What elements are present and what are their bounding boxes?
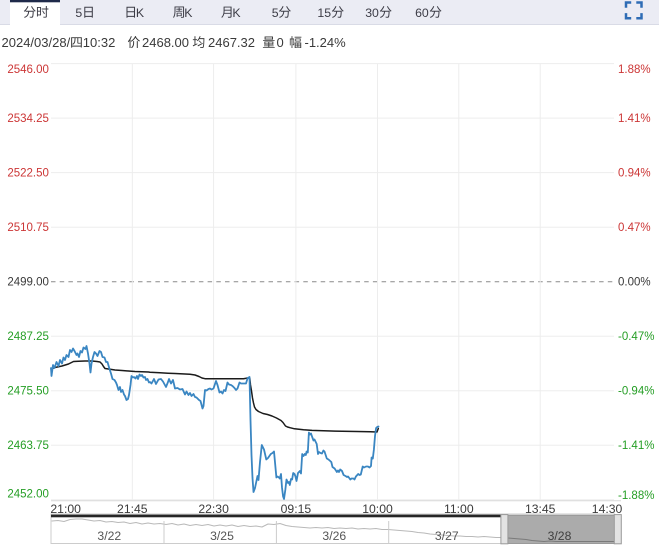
svg-text:2452.00: 2452.00 (7, 488, 49, 500)
svg-text:2463.75: 2463.75 (7, 440, 49, 452)
svg-text:5: 5 (75, 6, 82, 20)
svg-text:2546.00: 2546.00 (7, 64, 49, 76)
svg-text:2534.25: 2534.25 (7, 113, 49, 125)
svg-text:5: 5 (272, 6, 279, 20)
svg-text:3/26: 3/26 (322, 529, 346, 543)
svg-text:30: 30 (365, 6, 379, 20)
svg-text:1.41%: 1.41% (618, 113, 651, 125)
svg-text:2024/03/28/: 2024/03/28/ (2, 35, 71, 50)
svg-text:1.88%: 1.88% (618, 64, 651, 76)
svg-text:0.00%: 0.00% (618, 277, 651, 289)
svg-text:22:30: 22:30 (198, 502, 229, 516)
svg-text:10:00: 10:00 (362, 502, 393, 516)
svg-text:2468.00: 2468.00 (142, 35, 189, 50)
svg-text:3/25: 3/25 (210, 529, 234, 543)
svg-text:3/28: 3/28 (548, 529, 572, 543)
svg-text:2467.32: 2467.32 (208, 35, 255, 50)
svg-text:K: K (136, 6, 145, 20)
svg-text:14:30: 14:30 (592, 502, 623, 516)
svg-text:2475.50: 2475.50 (7, 386, 49, 398)
svg-text:0.47%: 0.47% (618, 222, 651, 234)
svg-text:2499.00: 2499.00 (7, 277, 49, 289)
svg-text:0.94%: 0.94% (618, 168, 651, 180)
svg-text:21:45: 21:45 (117, 502, 148, 516)
svg-text:60: 60 (415, 6, 429, 20)
svg-text:K: K (184, 6, 193, 20)
svg-text:-1.24%: -1.24% (305, 35, 347, 50)
svg-text:-1.88%: -1.88% (618, 490, 654, 502)
svg-text:2510.75: 2510.75 (7, 222, 49, 234)
svg-text:-0.94%: -0.94% (618, 386, 654, 398)
svg-text:2487.25: 2487.25 (7, 331, 49, 343)
svg-text:15: 15 (317, 6, 331, 20)
svg-text:0: 0 (277, 35, 284, 50)
svg-text:-1.41%: -1.41% (618, 440, 654, 452)
svg-text:21:00: 21:00 (50, 502, 81, 516)
svg-text:10:32: 10:32 (83, 35, 116, 50)
svg-text:3/22: 3/22 (97, 529, 121, 543)
svg-text:13:45: 13:45 (525, 502, 556, 516)
svg-text:11:00: 11:00 (444, 502, 474, 516)
svg-text:K: K (232, 6, 241, 20)
svg-text:-0.47%: -0.47% (618, 331, 654, 343)
svg-text:3/27: 3/27 (435, 529, 459, 543)
svg-text:2522.50: 2522.50 (7, 168, 49, 180)
svg-text:09:15: 09:15 (281, 502, 312, 516)
